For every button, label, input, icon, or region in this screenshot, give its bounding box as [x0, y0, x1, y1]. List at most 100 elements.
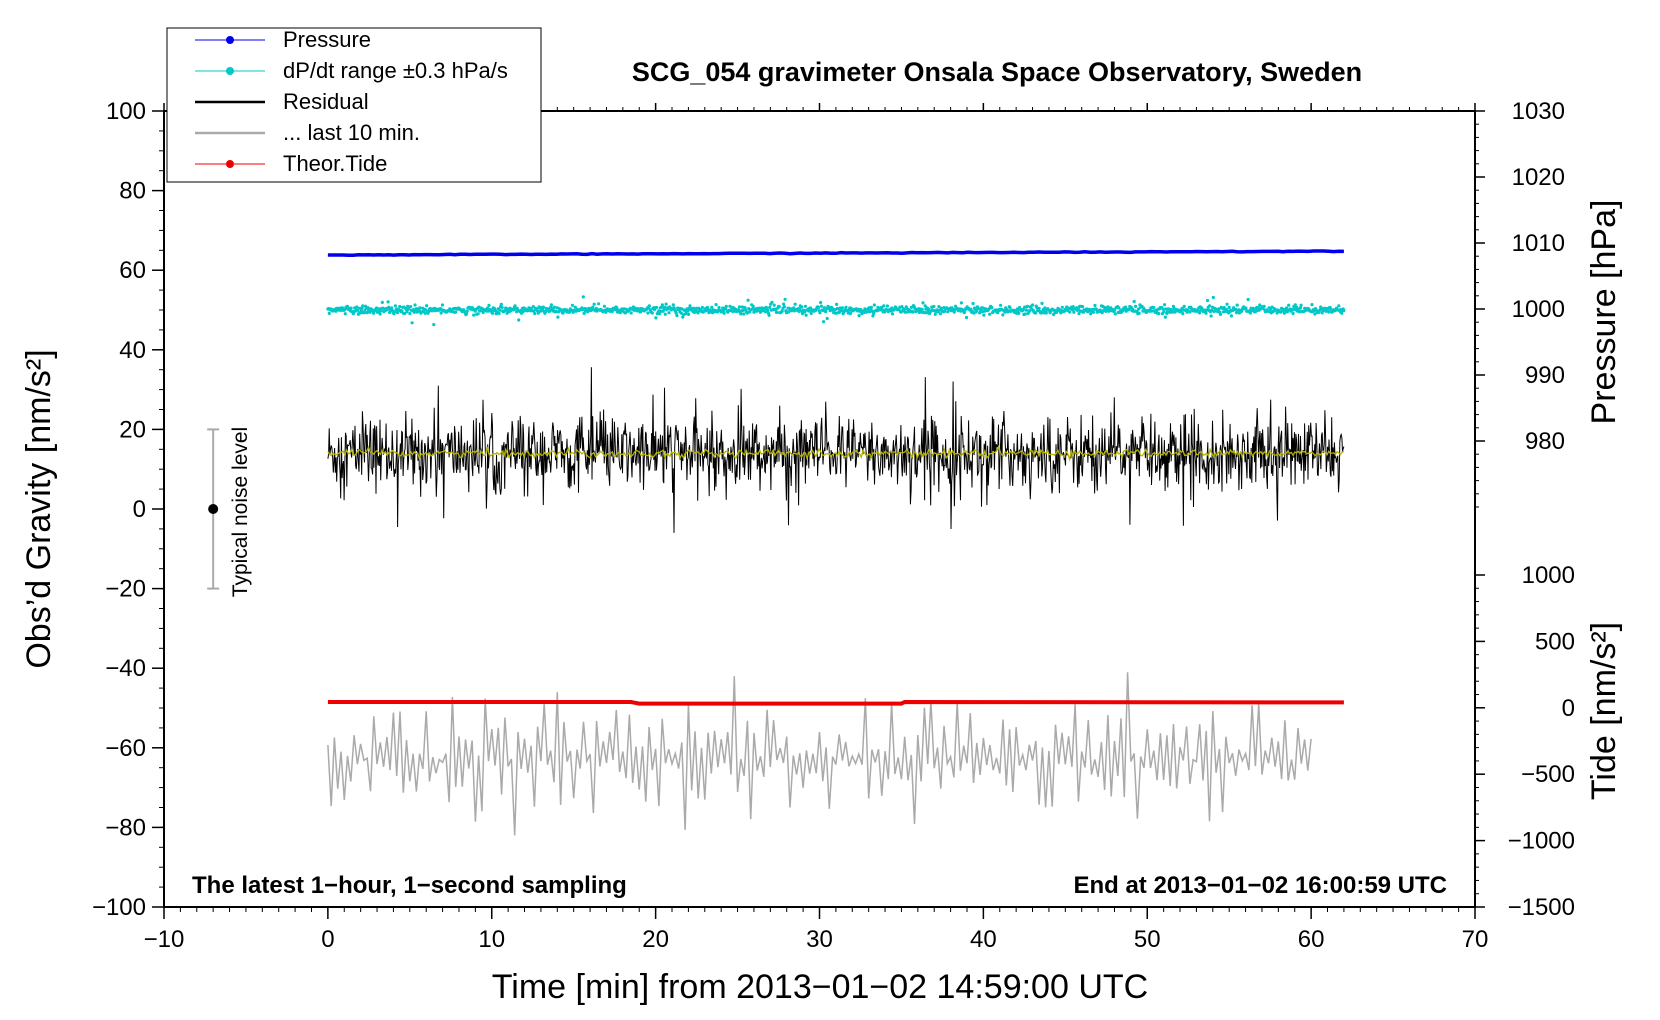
dpdt-point	[1132, 299, 1136, 304]
dpdt-point	[581, 295, 585, 299]
dpdt-point	[971, 301, 975, 306]
dpdt-point	[362, 311, 366, 315]
plot-frame	[163, 110, 1476, 908]
tide-tick-label: 1000	[1522, 562, 1575, 589]
dpdt-point	[1023, 312, 1027, 316]
dpdt-point	[1291, 311, 1295, 316]
y-tick-label: 20	[119, 416, 146, 443]
dpdt-point	[739, 312, 743, 316]
legend-label: Theor.Tide	[283, 151, 387, 176]
dpdt-point	[737, 305, 742, 309]
dpdt-point	[982, 313, 986, 317]
dpdt-point	[869, 305, 874, 309]
dpdt-point	[990, 306, 994, 310]
dpdt-point	[517, 318, 521, 322]
y-tick-label: 60	[119, 257, 146, 284]
dpdt-point	[1008, 306, 1012, 310]
tide-tick-label: −1000	[1508, 828, 1575, 855]
dpdt-point	[932, 304, 936, 309]
dpdt-point	[870, 309, 874, 313]
dpdt-point	[975, 309, 979, 313]
dpdt-point	[489, 308, 493, 312]
tide-tick-label: 0	[1562, 695, 1575, 722]
dpdt-point	[343, 312, 347, 316]
dpdt-point	[1060, 305, 1064, 309]
dpdt-point	[499, 302, 503, 306]
dpdt-point	[1017, 311, 1021, 315]
dpdt-point	[798, 307, 802, 311]
dpdt-point	[793, 302, 797, 306]
dpdt-point	[848, 311, 853, 316]
y-tick-label: −100	[92, 894, 146, 921]
dpdt-point	[743, 306, 747, 310]
dpdt-point	[1016, 309, 1020, 313]
legend: Pressure dP/dt range ±0.3 hPa/s Residual..…	[195, 27, 508, 176]
dpdt-point	[552, 305, 556, 309]
dpdt-point	[349, 306, 353, 310]
dpdt-point	[405, 310, 409, 314]
dpdt-point	[491, 311, 495, 315]
dpdt-point	[1208, 304, 1212, 308]
pressure-tick-label: 1010	[1512, 230, 1565, 257]
y-tick-label: 80	[119, 178, 146, 205]
dpdt-point	[686, 309, 690, 313]
dpdt-point	[1150, 309, 1154, 313]
dpdt-point	[819, 304, 824, 308]
dpdt-point	[440, 303, 445, 307]
dpdt-point	[432, 323, 436, 327]
dpdt-point	[777, 305, 781, 309]
dpdt-point	[1262, 304, 1266, 308]
x-axis-title: Time [min] from 2013−01−02 14:59:00 UTC	[492, 968, 1148, 1006]
dpdt-point	[1024, 308, 1028, 312]
dpdt-point	[1093, 303, 1097, 308]
dpdt-point	[1134, 304, 1138, 308]
dpdt-point	[1031, 303, 1035, 307]
dpdt-point	[783, 297, 787, 301]
dpdt-point	[386, 300, 390, 304]
dpdt-point	[409, 305, 413, 309]
y-axis-left: 100 80 60 40 20 0 −20 −40 −60 −80 −100	[92, 98, 164, 921]
dpdt-point	[775, 310, 779, 314]
dpdt-point	[921, 301, 925, 305]
series-layer	[326, 249, 1346, 836]
dpdt-point	[541, 305, 546, 309]
dpdt-point	[664, 302, 668, 306]
dpdt-point	[1113, 312, 1117, 316]
dpdt-point	[1136, 307, 1141, 311]
dpdt-point	[533, 311, 537, 316]
dpdt-point	[687, 312, 691, 316]
dpdt-point	[964, 315, 969, 320]
dpdt-point	[844, 305, 848, 309]
dpdt-point	[840, 306, 845, 310]
dpdt-point	[768, 305, 772, 309]
dpdt-point	[766, 308, 770, 312]
dpdt-point	[1182, 304, 1186, 308]
tide-tick-label: 500	[1535, 628, 1575, 655]
dpdt-point	[660, 303, 665, 307]
dpdt-point	[1293, 303, 1297, 307]
dpdt-point	[1162, 310, 1166, 314]
dpdt-point	[871, 314, 875, 318]
dpdt-point	[1229, 314, 1233, 318]
x-tick-label: −10	[144, 926, 185, 953]
dpdt-point	[592, 302, 596, 306]
dpdt-point	[387, 305, 391, 309]
tide-series-line	[327, 699, 1344, 706]
dpdt-point	[679, 311, 683, 315]
dpdt-point	[497, 311, 501, 315]
tide-tick-label: −500	[1521, 761, 1575, 788]
dpdt-point	[615, 306, 619, 310]
dpdt-point	[663, 312, 667, 316]
dpdt-point	[1025, 304, 1030, 308]
x-axis: −10 0 10 20 30 40 50 60 70	[144, 103, 1488, 953]
last-10-min-series-line	[327, 672, 1312, 836]
residual-smoothed-line	[327, 444, 1345, 462]
dpdt-point	[824, 310, 828, 314]
dpdt-point	[425, 304, 429, 308]
dpdt-point	[675, 314, 679, 318]
dpdt-point	[787, 310, 791, 314]
x-tick-label: 50	[1134, 926, 1161, 953]
chart-title: SCG_054 gravimeter Onsala Space Observat…	[632, 57, 1362, 87]
dpdt-point	[808, 306, 813, 310]
